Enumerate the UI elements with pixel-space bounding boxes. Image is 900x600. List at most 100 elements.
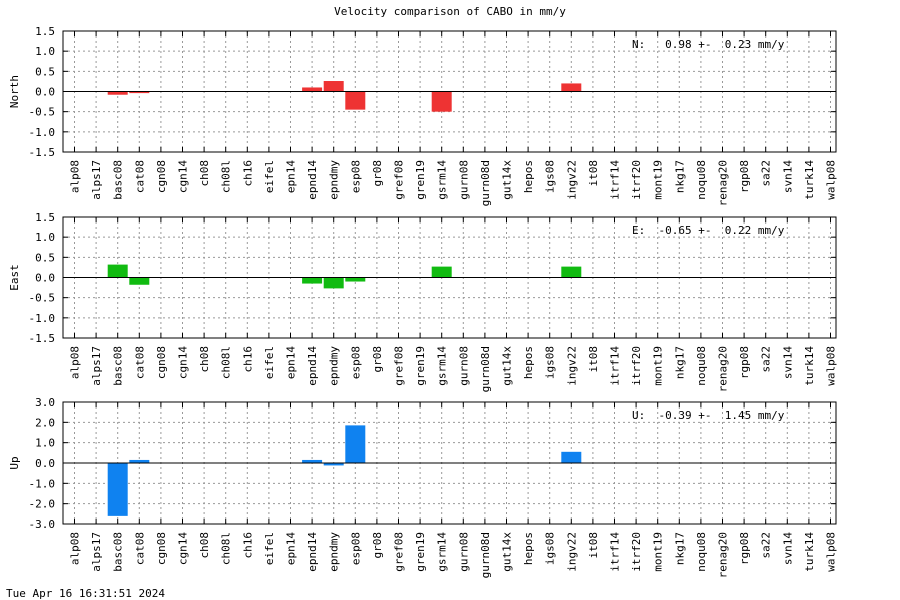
x-tick-label: epndmy <box>328 160 341 200</box>
x-tick-label: ch08 <box>198 532 211 559</box>
x-tick-label: ch16 <box>241 160 254 187</box>
y-tick-label: 0.0 <box>35 272 55 285</box>
x-tick-label: eifel <box>263 532 276 565</box>
y-tick-label: 1.5 <box>35 211 55 224</box>
x-tick-label: alp08 <box>69 160 82 193</box>
bar-epndmy <box>323 81 344 92</box>
bar-cat08 <box>129 277 150 285</box>
y-tick-label: -0.5 <box>29 292 56 305</box>
y-axis-label: East <box>8 264 21 291</box>
y-tick-label: -1.5 <box>29 146 56 159</box>
bar-ingv22 <box>561 266 582 278</box>
x-tick-label: walp08 <box>825 346 838 386</box>
x-tick-label: gr08 <box>371 160 384 187</box>
y-tick-label: -1.5 <box>29 332 56 345</box>
y-tick-label: 1.0 <box>35 231 55 244</box>
x-tick-label: rgp08 <box>738 160 751 193</box>
y-tick-label: -1.0 <box>29 126 56 139</box>
y-tick-label: -0.5 <box>29 106 56 119</box>
stats-annotation: U: -0.39 +- 1.45 mm/y <box>632 409 785 422</box>
x-tick-label: ch08 <box>198 346 211 373</box>
x-tick-label: svn14 <box>781 532 794 565</box>
chart-title: Velocity comparison of CABO in mm/y <box>334 5 566 18</box>
x-tick-label: turk14 <box>803 532 816 572</box>
y-tick-label: 3.0 <box>35 396 55 409</box>
x-tick-label: itrf20 <box>630 160 643 200</box>
x-tick-label: gref08 <box>393 346 406 386</box>
x-tick-label: renag20 <box>717 160 730 206</box>
x-tick-label: gren19 <box>414 346 427 386</box>
x-tick-label: it08 <box>587 160 600 187</box>
y-tick-label: -3.0 <box>29 518 56 531</box>
y-tick-label: 0.0 <box>35 86 55 99</box>
x-tick-label: gr08 <box>371 532 384 559</box>
x-tick-label: gurn08 <box>457 160 470 200</box>
x-tick-label: cgn08 <box>155 346 168 379</box>
bar-gsrm14 <box>431 266 452 278</box>
x-tick-label: rgp08 <box>738 532 751 565</box>
x-tick-label: mont19 <box>652 532 665 572</box>
timestamp: Tue Apr 16 16:31:51 2024 <box>6 587 165 600</box>
x-tick-label: ingv22 <box>565 160 578 200</box>
x-tick-label: walp08 <box>825 532 838 572</box>
bar-epndmy <box>323 463 344 466</box>
y-tick-label: 0.5 <box>35 65 55 78</box>
x-tick-label: it08 <box>587 532 600 559</box>
bar-cat08 <box>129 459 150 463</box>
x-tick-label: esp08 <box>349 346 362 379</box>
x-tick-label: hepos <box>522 346 535 379</box>
x-tick-label: epnd14 <box>306 346 319 386</box>
y-tick-label: -2.0 <box>29 498 56 511</box>
y-axis-label: North <box>8 75 21 108</box>
x-tick-label: noqu08 <box>695 346 708 386</box>
x-tick-label: gurn08d <box>479 532 492 578</box>
x-tick-label: mont19 <box>652 160 665 200</box>
bar-epnd14 <box>302 87 323 92</box>
x-tick-label: hepos <box>522 532 535 565</box>
x-tick-label: igs08 <box>544 160 557 193</box>
bar-epnd14 <box>302 459 323 463</box>
x-tick-label: epn14 <box>285 160 298 193</box>
x-tick-label: cat08 <box>133 160 146 193</box>
x-tick-label: cat08 <box>133 532 146 565</box>
x-tick-label: igs08 <box>544 532 557 565</box>
x-tick-label: epn14 <box>285 346 298 379</box>
x-tick-label: itrf20 <box>630 532 643 572</box>
x-tick-label: gsrm14 <box>436 160 449 200</box>
x-tick-label: noqu08 <box>695 160 708 200</box>
x-tick-label: nkg17 <box>673 532 686 565</box>
panel-up: 3.0 2.0 1.0 0.0 -1.0 -2.0 -3.0 alp08 alps17 basc0… <box>8 396 838 578</box>
x-tick-label: gref08 <box>393 160 406 200</box>
bar-esp08 <box>345 277 366 282</box>
x-tick-label: gref08 <box>393 532 406 572</box>
x-tick-label: cgn14 <box>177 532 190 565</box>
x-tick-label: nkg17 <box>673 346 686 379</box>
x-tick-label: epnd14 <box>306 532 319 572</box>
x-tick-label: esp08 <box>349 532 362 565</box>
x-tick-label: itrf14 <box>609 346 622 386</box>
x-tick-label: gut14x <box>501 346 514 386</box>
x-tick-label: ingv22 <box>565 346 578 386</box>
bar-epnd14 <box>302 277 323 284</box>
x-tick-label: gurn08d <box>479 346 492 392</box>
bar-basc08 <box>107 264 128 278</box>
x-tick-label: turk14 <box>803 346 816 386</box>
x-tick-label: ingv22 <box>565 532 578 572</box>
x-tick-label: cgn14 <box>177 346 190 379</box>
x-tick-label: gr08 <box>371 346 384 373</box>
x-tick-label: sa22 <box>760 160 773 187</box>
x-tick-label: ch08 <box>198 160 211 187</box>
x-tick-label: itrf14 <box>609 532 622 572</box>
x-tick-label: cgn14 <box>177 160 190 193</box>
x-tick-label: ch16 <box>241 346 254 373</box>
x-tick-label: nkg17 <box>673 160 686 193</box>
x-tick-label: renag20 <box>717 346 730 392</box>
y-tick-label: -1.0 <box>29 477 56 490</box>
x-tick-label: alps17 <box>90 532 103 572</box>
x-tick-label: ch08l <box>220 160 233 193</box>
panel-east: 1.5 1.0 0.5 0.0 -0.5 -1.0 -1.5 alp08 alps17 basc0… <box>8 211 838 392</box>
x-tick-label: gut14x <box>501 160 514 200</box>
bar-basc08 <box>107 463 128 516</box>
x-tick-label: sa22 <box>760 346 773 373</box>
